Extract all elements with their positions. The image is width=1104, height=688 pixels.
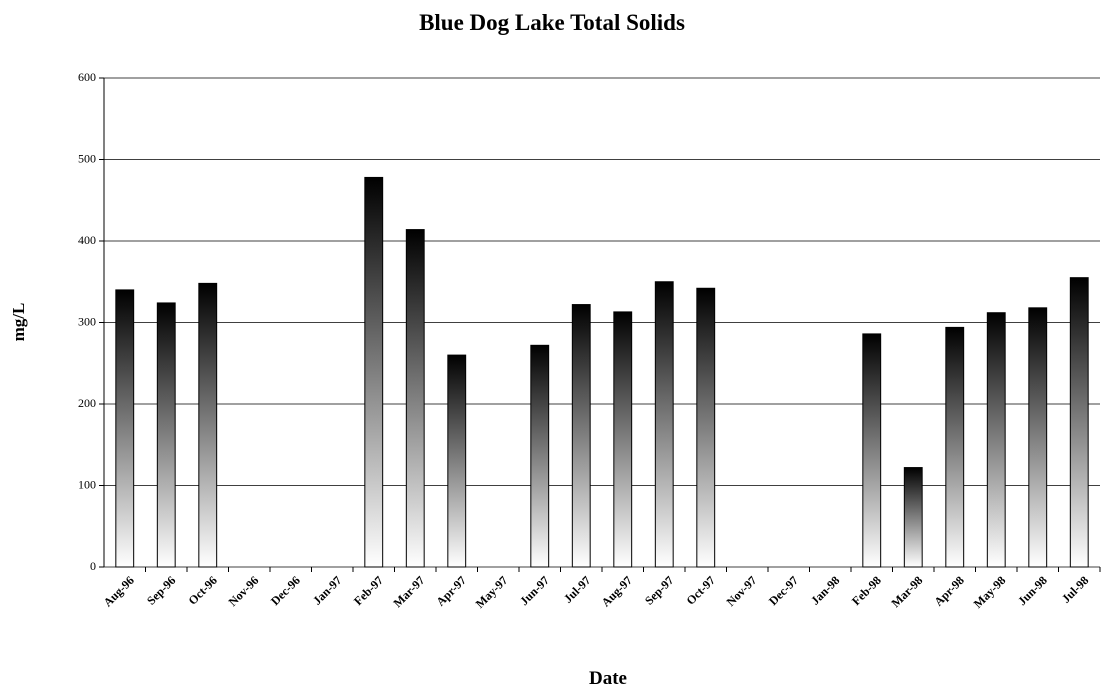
x-tick-label: Aug-96 xyxy=(101,573,137,609)
x-tick-label: Jan-98 xyxy=(808,573,842,607)
x-tick-label: Dec-96 xyxy=(268,573,303,608)
x-tick-label: May-98 xyxy=(971,573,1009,611)
x-tick-label: Jul-97 xyxy=(561,573,594,606)
bar xyxy=(862,333,882,568)
x-tick-label: Apr-98 xyxy=(931,573,967,609)
bar xyxy=(530,344,550,568)
x-tick-label: Jun-97 xyxy=(517,573,552,608)
bar xyxy=(364,176,384,568)
x-tick-label: Aug-97 xyxy=(599,573,635,609)
bar xyxy=(945,326,965,568)
x-tick-label: May-97 xyxy=(473,573,511,611)
x-tick-label: Jul-98 xyxy=(1059,573,1092,606)
y-tick-label: 500 xyxy=(78,151,96,165)
x-tick-label: Mar-97 xyxy=(390,573,427,610)
bar xyxy=(447,354,467,568)
x-tick-label: Nov-96 xyxy=(226,573,262,609)
x-tick-label: Sep-97 xyxy=(642,573,676,607)
bar xyxy=(986,312,1006,568)
x-tick-label: Feb-98 xyxy=(849,573,884,608)
bar xyxy=(613,311,633,568)
bar xyxy=(198,282,218,568)
x-tick-label: Mar-98 xyxy=(888,573,925,610)
bar xyxy=(1028,307,1048,568)
y-axis-label: mg/L xyxy=(9,303,28,342)
bar xyxy=(654,281,674,568)
y-tick-label: 600 xyxy=(78,70,96,84)
x-tick-label: Feb-97 xyxy=(351,573,386,608)
y-tick-label: 100 xyxy=(78,477,96,491)
x-tick-label: Apr-97 xyxy=(433,573,469,609)
bar xyxy=(571,304,591,568)
x-tick-label: Jun-98 xyxy=(1015,573,1050,608)
y-tick-label: 400 xyxy=(78,233,96,247)
bar xyxy=(696,287,716,568)
x-tick-label: Jan-97 xyxy=(310,573,344,607)
x-axis-label: Date xyxy=(589,668,627,688)
chart-title: Blue Dog Lake Total Solids xyxy=(419,10,685,35)
bar xyxy=(405,229,425,568)
bar xyxy=(1069,277,1089,568)
x-tick-label: Oct-97 xyxy=(683,573,717,607)
x-tick-label: Dec-97 xyxy=(766,573,801,608)
x-tick-label: Oct-96 xyxy=(185,573,219,607)
y-tick-label: 300 xyxy=(78,314,96,328)
y-tick-label: 0 xyxy=(90,559,96,573)
bar xyxy=(156,302,176,568)
y-tick-label: 200 xyxy=(78,396,96,410)
bar xyxy=(115,289,135,568)
bar xyxy=(903,467,923,568)
x-tick-label: Nov-97 xyxy=(724,573,760,609)
x-tick-label: Sep-96 xyxy=(144,573,178,607)
